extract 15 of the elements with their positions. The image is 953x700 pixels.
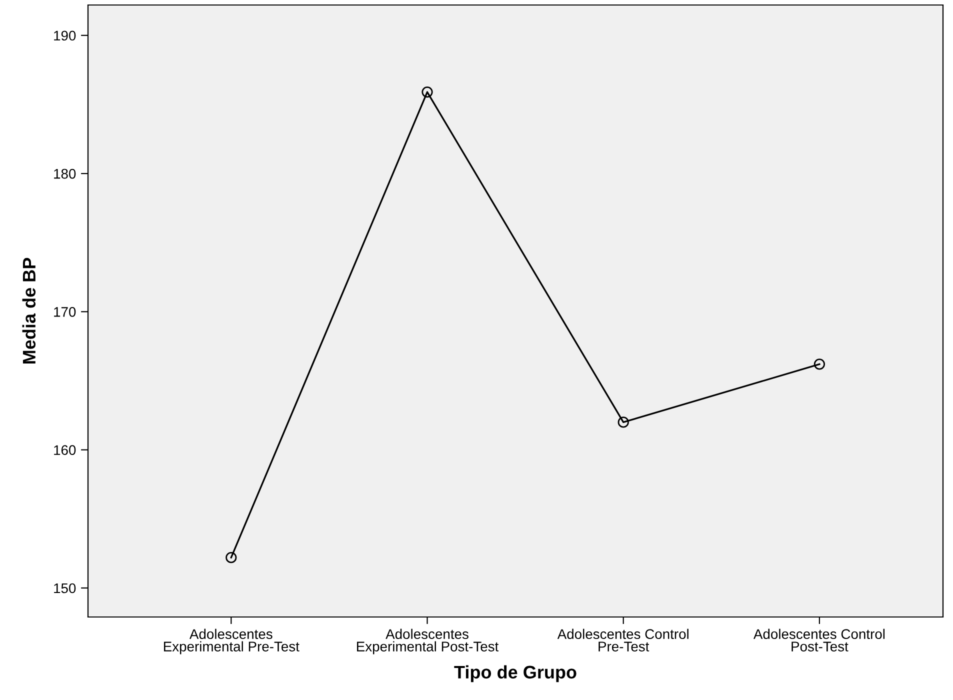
x-tick-label: Adolescentes Control Post-Test [753, 628, 885, 652]
y-tick-label: 150 [54, 583, 76, 594]
x-tick-label: Adolescentes Experimental Pre-Test [164, 628, 300, 654]
y-tick-label: 160 [54, 445, 76, 456]
point [422, 86, 433, 98]
point [814, 358, 826, 370]
x-tick-label: Adolescentes Control Pre-Test [557, 628, 688, 652]
y-tick-label: 180 [54, 168, 76, 179]
x-tick-label: Adolescentes Experimental Post-Test [357, 628, 499, 654]
x-axis-title: Tipo de Grupo [454, 665, 576, 682]
y-tick-label: 190 [54, 30, 76, 41]
y-tick-label: 170 [54, 307, 76, 317]
point [226, 552, 237, 564]
y-axis-title: Media de BP [22, 258, 36, 364]
point [618, 416, 629, 428]
